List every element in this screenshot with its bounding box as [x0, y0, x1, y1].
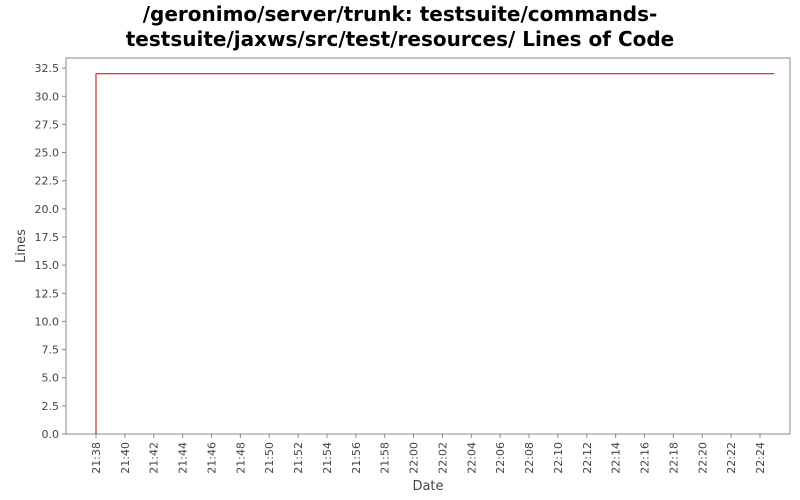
x-tick-label: 22:24 — [754, 442, 767, 474]
x-axis: 21:38 21:40 21:42 21:44 21:46 21:48 21:50 21:52… — [90, 434, 767, 474]
y-tick-label: 20.0 — [35, 203, 60, 216]
y-tick-label: 25.0 — [35, 147, 60, 160]
y-tick-label: 2.5 — [42, 400, 60, 413]
x-tick-label: 22:14 — [610, 442, 623, 474]
y-tick-label: 17.5 — [35, 231, 60, 244]
y-axis: 0.0 2.5 5.0 7.5 10.0 12.5 15.0 17.5 20.0 22.5 25.0… — [35, 62, 66, 441]
x-tick-label: 21:46 — [205, 442, 218, 474]
x-tick-label: 21:48 — [234, 442, 247, 474]
x-tick-label: 22:22 — [725, 442, 738, 474]
x-tick-label: 22:06 — [494, 442, 507, 474]
x-tick-label: 21:54 — [321, 442, 334, 474]
y-tick-label: 22.5 — [35, 175, 60, 188]
x-tick-label: 21:58 — [379, 442, 392, 474]
x-tick-label: 22:08 — [523, 442, 536, 474]
x-tick-label: 21:42 — [148, 442, 161, 474]
y-tick-label: 27.5 — [35, 118, 60, 131]
x-axis-label: Date — [412, 479, 443, 494]
x-tick-label: 21:52 — [292, 442, 305, 474]
y-tick-label: 0.0 — [42, 428, 60, 441]
chart-title-line-1: /geronimo/server/trunk: testsuite/comman… — [143, 2, 658, 26]
plot-area — [65, 57, 791, 435]
x-tick-label: 21:44 — [177, 442, 190, 474]
y-tick-label: 5.0 — [42, 372, 60, 385]
x-tick-label: 21:50 — [263, 442, 276, 474]
x-tick-label: 22:04 — [465, 442, 478, 474]
x-tick-label: 21:56 — [350, 442, 363, 474]
x-tick-label: 21:40 — [119, 442, 132, 474]
y-tick-label: 15.0 — [35, 259, 60, 272]
series-line — [95, 73, 775, 434]
x-tick-label: 22:02 — [436, 442, 449, 474]
y-tick-label: 12.5 — [35, 287, 60, 300]
series-group — [95, 73, 775, 434]
y-axis-label: Lines — [14, 229, 29, 263]
chart-title-line-2: testsuite/jaxws/src/test/resources/ Line… — [126, 27, 675, 51]
x-tick-label: 21:38 — [90, 442, 103, 474]
y-tick-label: 30.0 — [35, 90, 60, 103]
x-tick-label: 22:10 — [552, 442, 565, 474]
y-tick-label: 10.0 — [35, 315, 60, 328]
x-tick-label: 22:00 — [408, 442, 421, 474]
x-tick-label: 22:12 — [581, 442, 594, 474]
x-tick-label: 22:18 — [667, 442, 680, 474]
y-tick-label: 32.5 — [35, 62, 60, 75]
y-tick-label: 7.5 — [42, 344, 60, 357]
x-tick-label: 22:16 — [639, 442, 652, 474]
x-tick-label: 22:20 — [696, 442, 709, 474]
